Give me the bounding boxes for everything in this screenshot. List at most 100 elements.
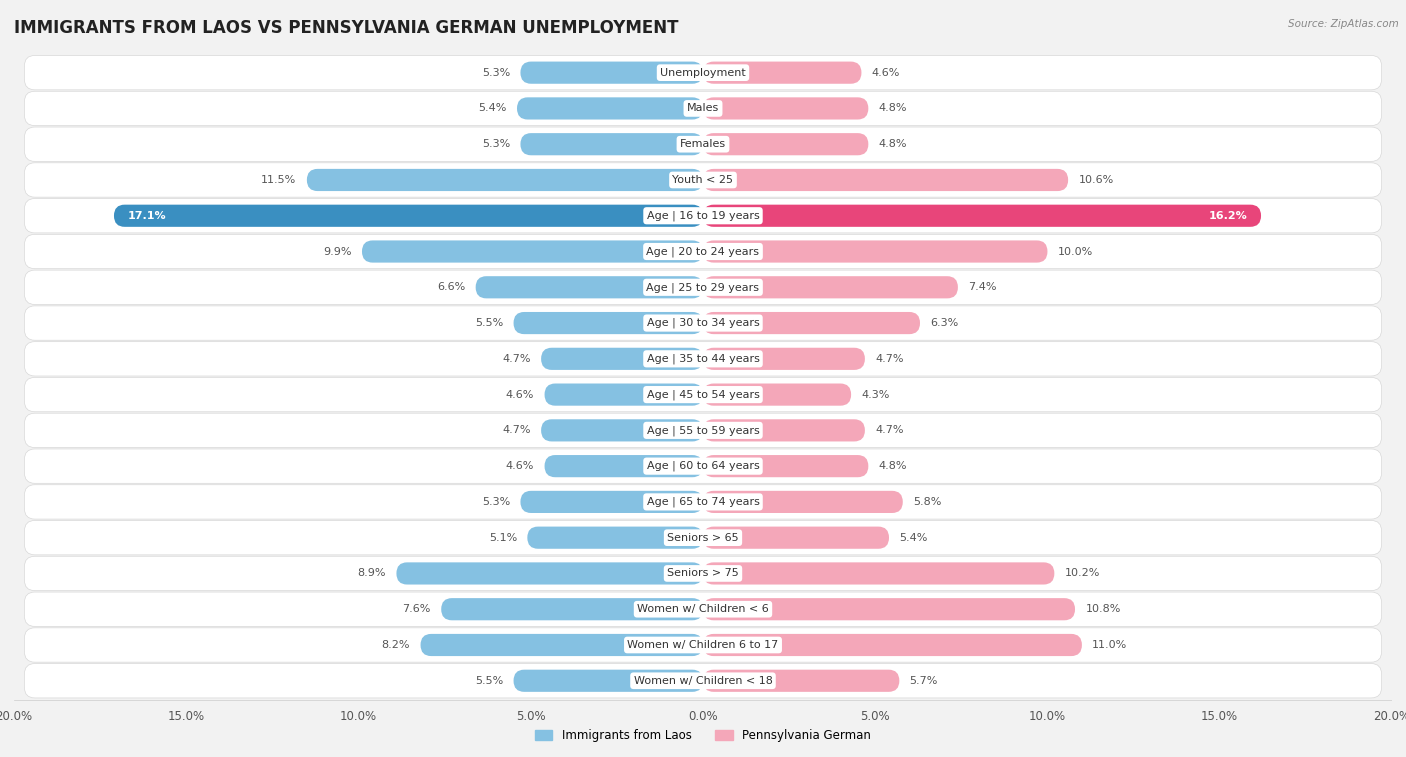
Text: Seniors > 65: Seniors > 65: [668, 533, 738, 543]
Text: Age | 35 to 44 years: Age | 35 to 44 years: [647, 354, 759, 364]
FancyBboxPatch shape: [24, 92, 1382, 126]
FancyBboxPatch shape: [703, 384, 851, 406]
FancyBboxPatch shape: [24, 341, 1382, 376]
Text: 4.6%: 4.6%: [506, 461, 534, 471]
Text: 4.3%: 4.3%: [862, 390, 890, 400]
FancyBboxPatch shape: [24, 664, 1382, 698]
FancyBboxPatch shape: [24, 413, 1382, 447]
Text: 10.0%: 10.0%: [1057, 247, 1092, 257]
Text: 4.8%: 4.8%: [879, 461, 907, 471]
FancyBboxPatch shape: [703, 276, 957, 298]
FancyBboxPatch shape: [114, 204, 703, 227]
FancyBboxPatch shape: [703, 169, 1069, 191]
FancyBboxPatch shape: [420, 634, 703, 656]
FancyBboxPatch shape: [24, 628, 1382, 662]
FancyBboxPatch shape: [24, 127, 1382, 161]
FancyBboxPatch shape: [520, 491, 703, 513]
Text: 4.7%: 4.7%: [875, 425, 904, 435]
Text: 6.6%: 6.6%: [437, 282, 465, 292]
FancyBboxPatch shape: [24, 378, 1382, 412]
FancyBboxPatch shape: [520, 61, 703, 84]
FancyBboxPatch shape: [517, 98, 703, 120]
Text: Seniors > 75: Seniors > 75: [666, 569, 740, 578]
Text: 16.2%: 16.2%: [1209, 210, 1247, 221]
Text: 4.7%: 4.7%: [502, 354, 531, 364]
FancyBboxPatch shape: [703, 61, 862, 84]
Text: Women w/ Children < 6: Women w/ Children < 6: [637, 604, 769, 614]
FancyBboxPatch shape: [24, 306, 1382, 340]
Text: Age | 55 to 59 years: Age | 55 to 59 years: [647, 425, 759, 435]
Text: 9.9%: 9.9%: [323, 247, 352, 257]
Text: Age | 65 to 74 years: Age | 65 to 74 years: [647, 497, 759, 507]
Text: Women w/ Children 6 to 17: Women w/ Children 6 to 17: [627, 640, 779, 650]
FancyBboxPatch shape: [703, 598, 1076, 620]
FancyBboxPatch shape: [513, 670, 703, 692]
FancyBboxPatch shape: [703, 491, 903, 513]
Text: 5.1%: 5.1%: [489, 533, 517, 543]
Text: 4.8%: 4.8%: [879, 104, 907, 114]
Text: 11.5%: 11.5%: [262, 175, 297, 185]
FancyBboxPatch shape: [361, 241, 703, 263]
Text: 10.6%: 10.6%: [1078, 175, 1114, 185]
Text: 7.6%: 7.6%: [402, 604, 430, 614]
Text: 4.7%: 4.7%: [502, 425, 531, 435]
FancyBboxPatch shape: [703, 347, 865, 370]
Text: 5.5%: 5.5%: [475, 318, 503, 328]
Text: Women w/ Children < 18: Women w/ Children < 18: [634, 676, 772, 686]
Text: 5.7%: 5.7%: [910, 676, 938, 686]
Text: 6.3%: 6.3%: [931, 318, 959, 328]
Text: 5.4%: 5.4%: [900, 533, 928, 543]
Text: 5.3%: 5.3%: [482, 139, 510, 149]
FancyBboxPatch shape: [24, 163, 1382, 197]
FancyBboxPatch shape: [24, 55, 1382, 90]
Text: Youth < 25: Youth < 25: [672, 175, 734, 185]
FancyBboxPatch shape: [520, 133, 703, 155]
FancyBboxPatch shape: [541, 419, 703, 441]
FancyBboxPatch shape: [24, 521, 1382, 555]
FancyBboxPatch shape: [703, 241, 1047, 263]
FancyBboxPatch shape: [703, 527, 889, 549]
Text: 10.8%: 10.8%: [1085, 604, 1121, 614]
FancyBboxPatch shape: [703, 634, 1083, 656]
FancyBboxPatch shape: [441, 598, 703, 620]
Text: 5.3%: 5.3%: [482, 497, 510, 507]
FancyBboxPatch shape: [24, 449, 1382, 483]
FancyBboxPatch shape: [24, 198, 1382, 233]
Text: Age | 25 to 29 years: Age | 25 to 29 years: [647, 282, 759, 292]
FancyBboxPatch shape: [513, 312, 703, 334]
Text: Age | 16 to 19 years: Age | 16 to 19 years: [647, 210, 759, 221]
Text: 4.7%: 4.7%: [875, 354, 904, 364]
Text: Age | 60 to 64 years: Age | 60 to 64 years: [647, 461, 759, 472]
FancyBboxPatch shape: [24, 592, 1382, 626]
Text: 5.4%: 5.4%: [478, 104, 506, 114]
Text: 4.6%: 4.6%: [872, 67, 900, 78]
FancyBboxPatch shape: [703, 133, 869, 155]
FancyBboxPatch shape: [307, 169, 703, 191]
Text: Source: ZipAtlas.com: Source: ZipAtlas.com: [1288, 19, 1399, 29]
FancyBboxPatch shape: [544, 455, 703, 477]
FancyBboxPatch shape: [703, 312, 920, 334]
FancyBboxPatch shape: [527, 527, 703, 549]
Text: 7.4%: 7.4%: [969, 282, 997, 292]
Text: 4.8%: 4.8%: [879, 139, 907, 149]
Text: 5.3%: 5.3%: [482, 67, 510, 78]
Text: Females: Females: [681, 139, 725, 149]
Text: 8.9%: 8.9%: [357, 569, 387, 578]
Text: 5.5%: 5.5%: [475, 676, 503, 686]
Text: Age | 20 to 24 years: Age | 20 to 24 years: [647, 246, 759, 257]
FancyBboxPatch shape: [703, 562, 1054, 584]
FancyBboxPatch shape: [24, 556, 1382, 590]
FancyBboxPatch shape: [703, 98, 869, 120]
FancyBboxPatch shape: [24, 484, 1382, 519]
Text: 5.8%: 5.8%: [912, 497, 942, 507]
FancyBboxPatch shape: [703, 419, 865, 441]
Text: 11.0%: 11.0%: [1092, 640, 1128, 650]
FancyBboxPatch shape: [475, 276, 703, 298]
Text: 17.1%: 17.1%: [128, 210, 166, 221]
FancyBboxPatch shape: [541, 347, 703, 370]
FancyBboxPatch shape: [24, 270, 1382, 304]
FancyBboxPatch shape: [544, 384, 703, 406]
Text: Males: Males: [688, 104, 718, 114]
Legend: Immigrants from Laos, Pennsylvania German: Immigrants from Laos, Pennsylvania Germa…: [530, 724, 876, 747]
Text: Age | 30 to 34 years: Age | 30 to 34 years: [647, 318, 759, 329]
